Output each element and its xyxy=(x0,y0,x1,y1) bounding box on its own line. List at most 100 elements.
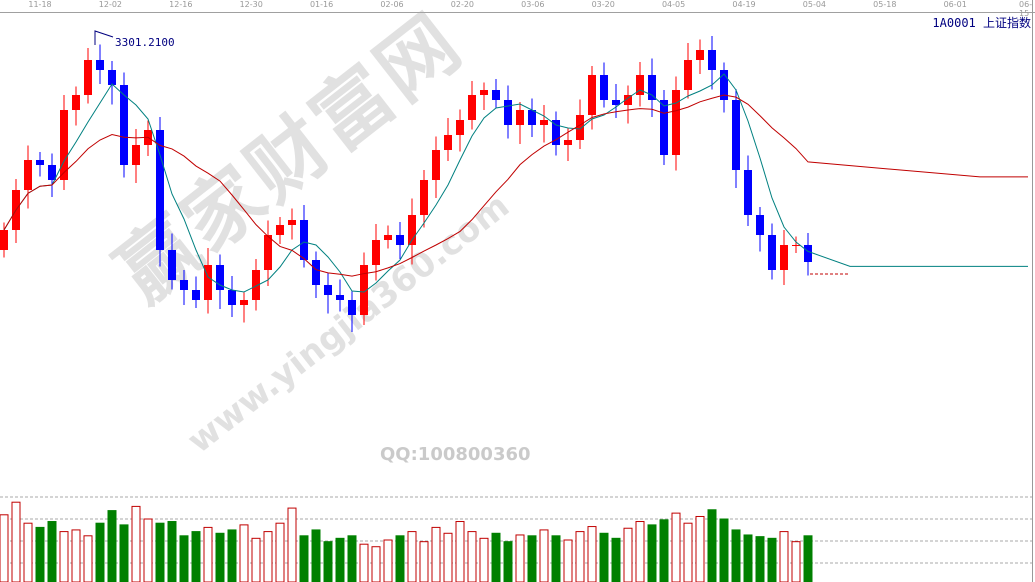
volume-bar xyxy=(515,534,525,582)
volume-bar xyxy=(0,514,9,582)
x-tick-label: 06-01 xyxy=(943,0,967,9)
candle-body xyxy=(48,165,56,180)
candle-body xyxy=(300,220,308,260)
volume-bar xyxy=(527,535,537,582)
volume-bar xyxy=(83,535,93,582)
volume-bar xyxy=(179,535,189,582)
candle-body xyxy=(312,260,320,285)
candle-body xyxy=(36,160,44,165)
volume-bar xyxy=(647,524,657,582)
x-tick-label: 04-19 xyxy=(732,0,756,9)
volume-bar xyxy=(803,535,813,582)
candle-body xyxy=(384,235,392,240)
candle-body xyxy=(684,60,692,90)
x-tick-label: 12-30 xyxy=(239,0,263,9)
volume-bar xyxy=(635,521,645,582)
candle-body xyxy=(564,140,572,145)
volume-bar xyxy=(755,536,765,582)
candle-body xyxy=(264,235,272,270)
candle-body xyxy=(468,95,476,120)
volume-bar xyxy=(443,532,453,582)
candle-body xyxy=(792,245,800,246)
volume-bar xyxy=(551,535,561,582)
candle-body xyxy=(432,150,440,180)
peak-marker xyxy=(94,30,114,45)
volume-bar xyxy=(335,537,345,582)
candle-body xyxy=(60,110,68,180)
candle-body xyxy=(636,75,644,95)
candle-body xyxy=(120,85,128,165)
candle-body xyxy=(360,265,368,315)
candle-body xyxy=(96,60,104,70)
candle-body xyxy=(504,100,512,125)
volume-bar xyxy=(383,539,393,582)
volume-bar xyxy=(683,522,693,582)
candle-body xyxy=(252,270,260,300)
candle-body xyxy=(780,245,788,270)
volume-bar xyxy=(719,518,729,582)
date-axis: 11-18 12-02 12-16 12-30 01-16 02-06 02-20 03-06… xyxy=(0,0,1035,18)
right-border xyxy=(1032,0,1033,582)
volume-bar xyxy=(563,539,573,582)
volume-bar xyxy=(251,537,261,582)
volume-bar xyxy=(347,535,357,582)
candle-body xyxy=(576,115,584,140)
volume-bar xyxy=(767,537,777,582)
candle-body xyxy=(600,75,608,100)
volume-bar xyxy=(215,532,225,582)
volume-bar xyxy=(587,526,597,582)
x-tick-label: 02-20 xyxy=(450,0,475,9)
x-tick-label: 06-15 xyxy=(1019,0,1033,18)
volume-bar xyxy=(623,527,633,582)
volume-bar xyxy=(167,521,177,582)
candle-body xyxy=(492,90,500,100)
candle-body xyxy=(540,120,548,125)
candle-body xyxy=(456,120,464,135)
candle-body xyxy=(444,135,452,150)
candle-body xyxy=(720,70,728,100)
volume-bar xyxy=(707,509,717,582)
volume-bar xyxy=(71,529,81,582)
volume-bar xyxy=(575,531,585,582)
volume-bar xyxy=(47,521,57,582)
symbol-label: 1A0001 上证指数 xyxy=(932,16,1031,30)
volume-bar xyxy=(671,512,681,582)
volume-bar xyxy=(35,526,45,582)
volume-bar xyxy=(431,526,441,582)
volume-bar xyxy=(455,521,465,582)
volume-bar xyxy=(323,541,333,582)
peak-label: 3301.2100 xyxy=(115,36,175,49)
volume-bar xyxy=(263,531,273,582)
x-tick-label: 02-06 xyxy=(380,0,404,9)
candle-body xyxy=(84,60,92,95)
volume-bar xyxy=(239,524,249,582)
candle-body xyxy=(180,280,188,290)
volume-bar xyxy=(119,524,129,582)
volume-bar xyxy=(491,532,501,582)
candle-body xyxy=(336,295,344,300)
ma-long-line xyxy=(3,94,1028,277)
candle-body xyxy=(696,50,704,60)
volume-bar xyxy=(695,515,705,582)
candle-body xyxy=(168,250,176,280)
candle-body xyxy=(216,265,224,290)
candle-body xyxy=(672,90,680,155)
candle-body xyxy=(624,95,632,105)
volume-bar xyxy=(731,529,741,582)
volume-bar xyxy=(11,501,21,582)
volume-bar xyxy=(467,531,477,582)
x-tick-label: 03-20 xyxy=(591,0,615,9)
candle-body xyxy=(516,110,524,125)
volume-bar xyxy=(503,541,513,582)
volume-bar xyxy=(743,534,753,582)
candle-body xyxy=(228,290,236,305)
x-tick-label: 05-04 xyxy=(802,0,827,9)
volume-bar xyxy=(395,535,405,582)
volume-bar xyxy=(227,529,237,582)
x-tick-label: 12-16 xyxy=(169,0,193,9)
x-tick-label: 03-06 xyxy=(521,0,545,9)
candle-body xyxy=(660,100,668,155)
volume-bar xyxy=(107,510,117,582)
x-tick-label: 01-16 xyxy=(309,0,334,9)
